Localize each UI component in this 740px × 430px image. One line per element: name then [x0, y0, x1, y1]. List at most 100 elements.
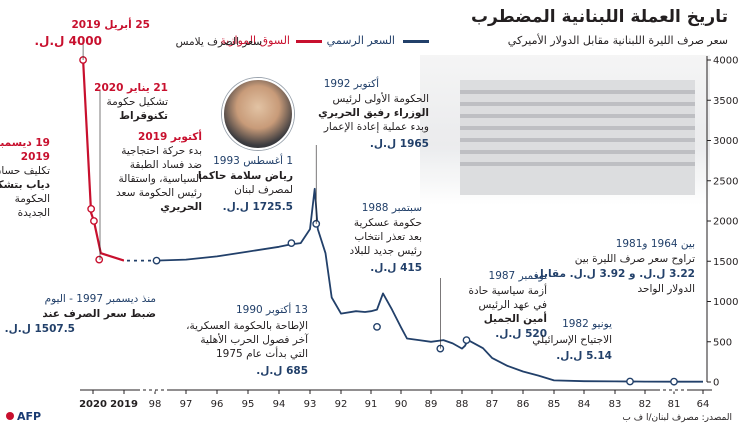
chart-title: تاريخ العملة اللبنانية المضطرب — [470, 7, 728, 27]
annotation-2020-jan-line1: تشكيل حكومة — [106, 96, 168, 108]
axis-layer: 0 500 1000 1500 2000 2500 3000 3500 4000 64 81 82 83… — [79, 56, 738, 411]
annotation-2020-jan-date: 21 يناير 2020 — [94, 82, 168, 94]
x-tick-label: 88 — [456, 399, 469, 410]
event-marker-official — [462, 336, 471, 345]
annotation-2019-dec-line3: الحكومة — [14, 193, 50, 205]
y-tick-label: 0 — [713, 378, 719, 389]
x-tick-label: 98 — [149, 399, 162, 410]
x-tick-label: 94 — [273, 399, 286, 410]
annotation-1997-value: 1507.5 ل.ل. — [4, 323, 75, 335]
annotation-1993-line2: لمصرف لبنان — [234, 184, 293, 196]
annotation-2020-jan-line2: تكنوقراط — [119, 110, 168, 122]
x-tick-label: 64 — [697, 399, 710, 410]
x-tick-label: 84 — [578, 399, 591, 410]
event-marker-parallel — [90, 217, 98, 225]
x-tick-label: 85 — [548, 399, 561, 410]
annotation-2019-dec-line2: دياب بتشكيل — [0, 179, 50, 191]
legend-official-swatch — [403, 40, 429, 43]
y-tick-label: 500 — [713, 337, 732, 348]
annotation-1992-line2: الوزراء رفيق الحريري — [318, 107, 429, 119]
annotation-1987-line3: أمين الجميل — [483, 313, 547, 325]
annotation-1990-date: 13 أكتوبر 1990 — [235, 304, 308, 316]
event-marker-parallel — [87, 205, 96, 213]
annotation-1992-line3: وبدء عملية إعادة الإعمار — [323, 121, 429, 133]
y-tick-label: 4000 — [713, 56, 738, 67]
x-tick-label: 86 — [517, 399, 530, 410]
x-tick-label: 97 — [180, 399, 193, 410]
annotation-1988-date: سبتمبر 1988 — [361, 202, 422, 214]
x-tick-label: 90 — [395, 399, 408, 410]
annotation-1993-line1: رياض سلامة حاكما — [197, 170, 293, 182]
annotation-1988-line2: بعد تعذر انتخاب — [354, 231, 422, 243]
annotation-2019-dec-date2: 2019 — [20, 151, 50, 163]
annotation-2019-oct-line1: بدء حركة احتجاجية — [121, 145, 202, 157]
x-tick-label: 95 — [242, 399, 255, 410]
legend-official-label: السعر الرسمي — [326, 34, 395, 47]
afp-logo: AFP — [6, 410, 41, 423]
annotation-1964-date: بين 1964 و1981 — [615, 238, 695, 250]
x-tick-label: 91 — [365, 399, 378, 410]
governor-portrait — [222, 78, 294, 150]
y-tick-label: 2500 — [713, 176, 738, 187]
x-tick-label: 2020 — [79, 399, 107, 410]
marker-layer — [79, 40, 678, 386]
source-note: المصدر: مصرف لبنان/ا ف ب — [622, 413, 732, 423]
annotation-2019-dec-line4: الجديدة — [17, 207, 50, 219]
annotation-1988-value: 415 ل.ل. — [370, 262, 422, 274]
x-tick-label: 81 — [668, 399, 681, 410]
annotation-1987-line2: في عهد الرئيس — [478, 299, 547, 311]
annotation-1990-line1: الإطاحة بالحكومة العسكرية، — [186, 320, 308, 332]
annotation-1990-line3: التي بدأت عام 1975 — [216, 348, 308, 360]
building-facade — [460, 80, 695, 195]
annotation-2019-oct-line5: الحريري — [160, 201, 202, 213]
annotation-1992-line1: الحكومة الأولى لرئيس — [332, 93, 429, 105]
annotation-1990-line2: آخر فصول الحرب الأهلية — [200, 334, 308, 346]
chart-subtitle: سعر صرف الليرة اللبنانية مقابل الدولار ا… — [507, 34, 728, 47]
event-marker-official — [373, 322, 381, 331]
annotation-1987-line1: أزمة سياسية حادة — [468, 285, 547, 297]
event-marker-official — [152, 256, 161, 265]
y-tick-label: 3000 — [713, 136, 738, 147]
x-tick-label: 82 — [639, 399, 652, 410]
annotation-2019-oct-line2: ضد فساد الطبقة — [129, 159, 202, 171]
x-tick-label: 83 — [609, 399, 622, 410]
annotation-1982-value: 5.14 ل.ل. — [556, 350, 612, 362]
legend-parallel-label: السوق الموازية — [220, 34, 290, 47]
annotation-1987-date: نوفمبر 1987 — [488, 270, 547, 282]
annotation-1987-value: 520 ل.ل. — [495, 328, 547, 340]
y-tick-label: 1000 — [713, 297, 738, 308]
x-tick-label: 92 — [335, 399, 348, 410]
central-bank-photo — [420, 55, 710, 205]
event-marker-official — [670, 377, 678, 386]
legend-parallel-swatch — [296, 40, 322, 43]
annotation-1982-line1: الاجتياح الإسرائيلي — [532, 334, 612, 346]
annotation-2019-oct-line4: رئيس الحكومة سعد — [116, 187, 202, 199]
annotation-1988-line3: رئيس جديد للبلاد — [349, 245, 422, 257]
event-marker-official — [287, 239, 296, 247]
annotation-1997-date: منذ ديسمبر 1997 - اليوم — [44, 293, 156, 305]
x-tick-label: 93 — [304, 399, 317, 410]
x-tick-label: 96 — [211, 399, 224, 410]
event-marker-parallel — [95, 255, 104, 264]
official-rate-line — [124, 187, 703, 383]
x-tick-label: 2019 — [110, 399, 138, 410]
annotation-1993-date: 1 أغسطس 1993 — [213, 155, 293, 167]
y-tick-label: 1500 — [713, 257, 738, 268]
annotation-2019-dec-date1: 19 ديسمبر — [0, 137, 50, 149]
annotation-1993-value: 1725.5 ل.ل. — [222, 201, 293, 213]
event-marker-official — [626, 377, 634, 386]
annotation-1992-value: 1965 ل.ل. — [369, 138, 429, 150]
y-tick-label: 3500 — [713, 96, 738, 107]
annotation-1992-date: أكتوبر 1992 — [323, 78, 379, 90]
x-tick-label: 89 — [425, 399, 438, 410]
annotation-2019-dec-line1: تكليف حسان — [0, 165, 50, 177]
annotation-1988-line1: حكومة عسكرية — [353, 217, 422, 229]
annotation-2019-oct-date: أكتوبر 2019 — [138, 131, 202, 143]
annotation-1982-date: يونيو 1982 — [562, 318, 612, 330]
annotation-2019-oct-line3: السياسية، واستقالة — [118, 173, 202, 185]
annotation-1964-line2: 3.22 ل.ل. و 3.92 ل.ل. مقابل — [534, 268, 695, 280]
y-tick-label: 2000 — [713, 217, 738, 228]
annotation-1964-line1: تراوح سعر صرف الليرة بين — [574, 253, 695, 265]
annotation-1990-value: 685 ل.ل. — [256, 365, 308, 377]
